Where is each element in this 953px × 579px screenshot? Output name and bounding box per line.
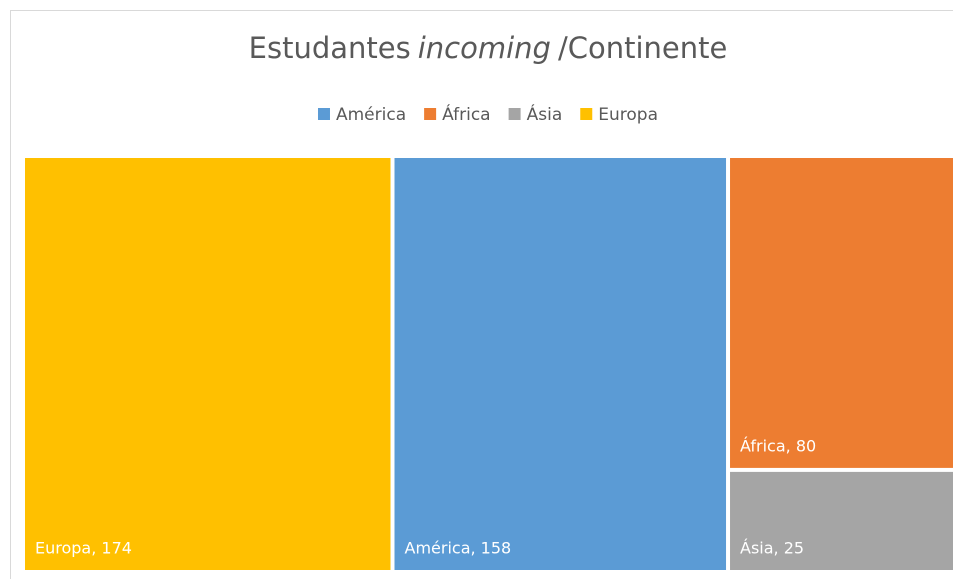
legend-swatch: [424, 108, 437, 120]
treemap-tile: [394, 158, 727, 570]
legend-label: Europa: [598, 105, 658, 125]
treemap-tile: [730, 158, 953, 468]
title-part: /Continente: [558, 31, 727, 65]
legend-swatch: [580, 108, 593, 120]
tile-label: África, 80: [740, 436, 816, 455]
title-part: Estudantes: [249, 31, 411, 65]
treemap-tile: [730, 471, 953, 570]
legend: América África Ásia Europa: [317, 103, 658, 125]
title-part: incoming: [418, 31, 551, 65]
tile-label: América, 158: [405, 539, 512, 558]
legend-label: Ásia: [527, 103, 563, 125]
legend-swatch: [508, 108, 521, 120]
legend-swatch: [317, 108, 330, 120]
tile-label: Europa, 174: [35, 539, 132, 558]
chart-title: Estudantes incoming/Continente: [249, 31, 728, 65]
legend-label: África: [442, 103, 491, 125]
legend-label: América: [336, 105, 406, 125]
tile-label: Ásia, 25: [740, 539, 804, 558]
treemap-tile: [25, 158, 391, 570]
